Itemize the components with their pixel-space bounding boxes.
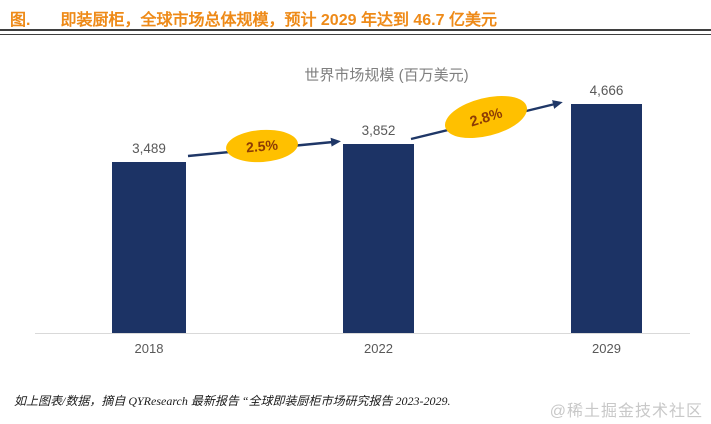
- x-tick-2029: 2029: [592, 341, 621, 356]
- source-note: 如上图表/数据，摘自 QYResearch 最新报告 “全球即装厨柜市场研究报告…: [14, 394, 451, 408]
- bar-group-2029: 4,666: [571, 83, 642, 333]
- growth-rate-label-1: 2.5%: [245, 137, 279, 156]
- bar-group-2018: 3,489: [112, 141, 186, 333]
- value-label-2022: 3,852: [361, 123, 396, 138]
- figure-title: 即装厨柜，全球市场总体规模，预计 2029 年达到 46.7 亿美元: [60, 12, 497, 29]
- x-tick-2018: 2018: [134, 341, 164, 356]
- header-double-rule: [0, 29, 711, 35]
- growth-arrow-2018-2022-icon: [187, 137, 341, 158]
- figure-number-label: 图.: [10, 12, 31, 29]
- chart-title: 世界市场规模 (百万美元): [304, 67, 469, 84]
- bar-group-2022: 3,852: [343, 123, 414, 333]
- growth-ellipse-1: [226, 129, 298, 163]
- growth-rate-label-2: 2.8%: [468, 105, 504, 130]
- watermark: @稀土掘金技术社区: [549, 403, 703, 420]
- bar-2018: [112, 162, 186, 333]
- bar-2029: [571, 104, 642, 333]
- growth-arrow-2022-2029-icon: [410, 100, 563, 141]
- growth-ellipse-2: [444, 95, 528, 139]
- bar-2022: [343, 144, 414, 333]
- value-label-2018: 3,489: [132, 141, 166, 156]
- figure-header: 图. 即装厨柜，全球市场总体规模，预计 2029 年达到 46.7 亿美元: [10, 6, 705, 30]
- value-label-2029: 4,666: [589, 83, 624, 98]
- x-axis-line: [35, 333, 690, 334]
- x-tick-2022: 2022: [364, 341, 393, 356]
